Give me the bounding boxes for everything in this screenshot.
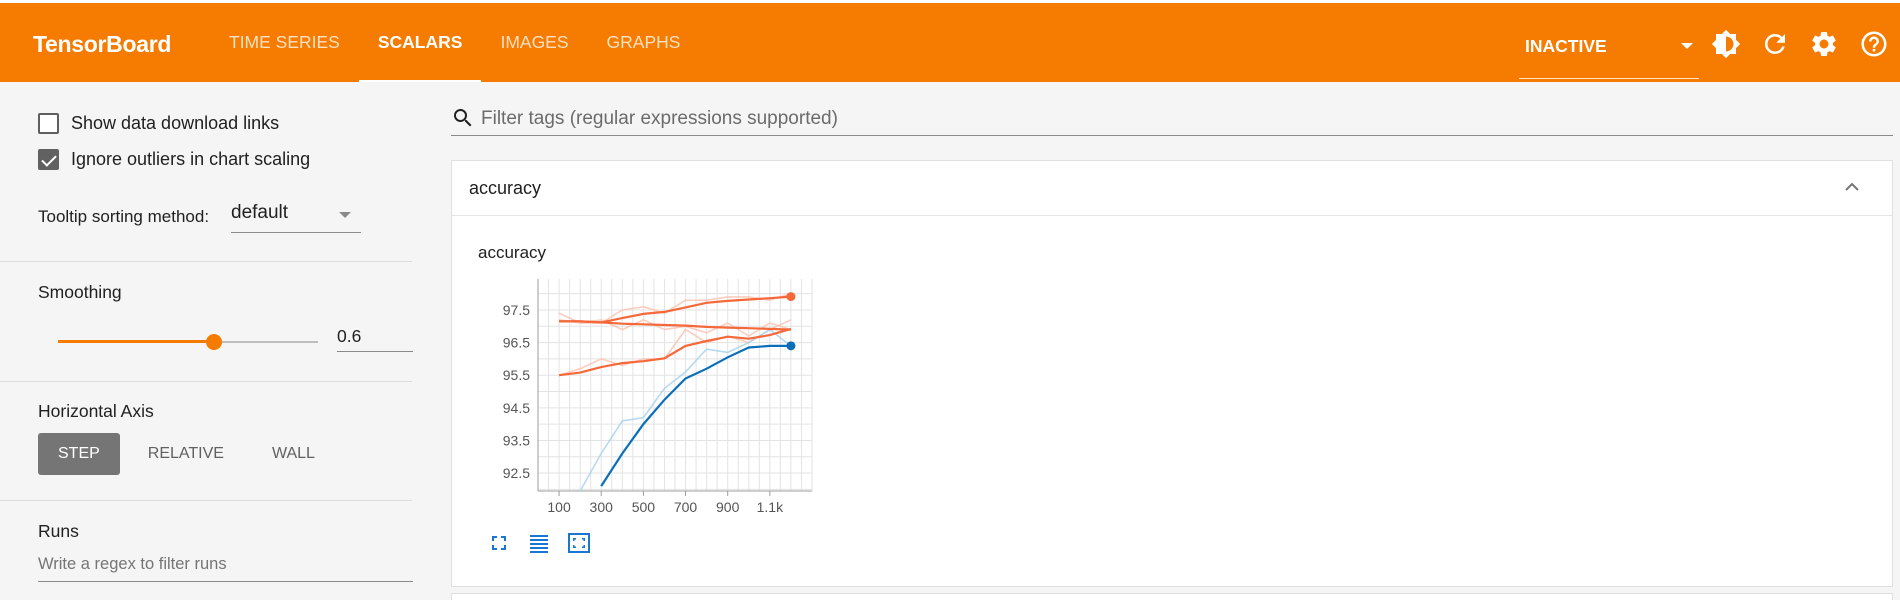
tag-filter-input[interactable]: Filter tags (regular expressions support… bbox=[451, 100, 1893, 136]
show-download-links-checkbox[interactable]: Show data download links bbox=[38, 113, 279, 134]
series-endpoint-marker[interactable] bbox=[786, 341, 796, 351]
x-tick-label: 100 bbox=[547, 499, 571, 515]
x-tick-label: 1.1k bbox=[757, 499, 784, 515]
y-tick-label: 97.5 bbox=[503, 302, 530, 318]
status-select-value: INACTIVE bbox=[1525, 36, 1607, 56]
toggle-log-scale-icon[interactable] bbox=[527, 531, 551, 555]
section-divider bbox=[0, 381, 412, 382]
tooltip-sorting-label: Tooltip sorting method: bbox=[38, 207, 210, 226]
settings-icon[interactable] bbox=[1809, 29, 1839, 59]
x-tick-label: 500 bbox=[632, 499, 656, 515]
top-app-bar: TensorBoard TIME SERIES SCALARS IMAGES G… bbox=[0, 0, 1900, 82]
series-smoothed-line[interactable] bbox=[600, 344, 791, 487]
show-download-links-label: Show data download links bbox=[71, 113, 280, 133]
ignore-outliers-label: Ignore outliers in chart scaling bbox=[71, 149, 311, 169]
tab-time-series[interactable]: TIME SERIES bbox=[229, 32, 340, 52]
x-tick-label: 900 bbox=[716, 499, 740, 515]
horizontal-axis-label: Horizontal Axis bbox=[38, 401, 154, 421]
theme-icon[interactable] bbox=[1711, 29, 1741, 59]
axis-relative-button[interactable]: RELATIVE bbox=[147, 445, 224, 462]
y-tick-label: 93.5 bbox=[503, 432, 530, 448]
y-tick-label: 96.5 bbox=[503, 335, 530, 351]
slider-fill bbox=[58, 340, 214, 343]
checkbox-box-checked[interactable] bbox=[38, 149, 59, 170]
tab-images[interactable]: IMAGES bbox=[500, 32, 569, 52]
next-tag-card bbox=[451, 593, 1893, 600]
x-tick-label: 700 bbox=[674, 499, 698, 515]
app-title: TensorBoard bbox=[33, 31, 172, 57]
smoothing-input[interactable]: 0.6 bbox=[337, 322, 413, 352]
fit-domain-icon[interactable] bbox=[567, 531, 591, 555]
slider-thumb[interactable] bbox=[206, 334, 222, 350]
x-tick-label: 300 bbox=[590, 499, 614, 515]
settings-sidebar: Show data download links Ignore outliers… bbox=[0, 82, 413, 600]
chevron-down-icon bbox=[1681, 43, 1693, 49]
series-raw-line bbox=[558, 312, 792, 338]
horizontal-axis-toggle: STEP RELATIVE WALL bbox=[38, 433, 343, 475]
chart-toolbar bbox=[487, 531, 607, 555]
fullscreen-icon[interactable] bbox=[487, 531, 511, 555]
tooltip-sorting-select[interactable]: default bbox=[231, 198, 361, 233]
accuracy-chart[interactable]: 100 300 500 700 900 1.1k 92.5 93.5 94.5 95.5 96.5 9… bbox=[472, 265, 892, 525]
chevron-up-icon[interactable] bbox=[1840, 175, 1864, 199]
y-tick-label: 95.5 bbox=[503, 367, 530, 383]
tag-card-header[interactable]: accuracy bbox=[452, 161, 1892, 216]
tab-scalars[interactable]: SCALARS bbox=[358, 3, 482, 82]
series-endpoint-marker[interactable] bbox=[786, 292, 796, 302]
series-smoothed-line[interactable] bbox=[558, 327, 792, 377]
refresh-icon[interactable] bbox=[1760, 29, 1790, 59]
section-divider bbox=[0, 261, 412, 262]
ignore-outliers-checkbox[interactable]: Ignore outliers in chart scaling bbox=[38, 149, 310, 170]
runs-label: Runs bbox=[38, 521, 79, 541]
tab-graphs[interactable]: GRAPHS bbox=[606, 32, 681, 52]
smoothing-label: Smoothing bbox=[38, 282, 122, 302]
runs-filter-input[interactable]: Write a regex to filter runs bbox=[38, 552, 413, 582]
smoothing-slider[interactable] bbox=[58, 332, 318, 352]
search-icon bbox=[454, 109, 472, 127]
help-icon[interactable] bbox=[1859, 29, 1889, 59]
checkbox-box[interactable] bbox=[38, 113, 59, 134]
y-tick-label: 94.5 bbox=[503, 400, 530, 416]
series-smoothed-line[interactable] bbox=[559, 320, 791, 331]
filter-placeholder: Filter tags (regular expressions support… bbox=[481, 108, 838, 129]
inactive-dashboards-select[interactable]: INACTIVE bbox=[1519, 27, 1699, 79]
section-divider bbox=[0, 500, 412, 501]
dashboard-tabs: TIME SERIES SCALARS IMAGES GRAPHS bbox=[210, 3, 699, 82]
tag-card-accuracy: accuracy accuracy 100 300 500 700 900 1.1k 92.… bbox=[451, 160, 1893, 587]
tag-card-title: accuracy bbox=[469, 178, 542, 198]
tooltip-sorting-value: default bbox=[231, 202, 289, 223]
axis-wall-button[interactable]: WALL bbox=[271, 445, 315, 462]
axis-step-button[interactable]: STEP bbox=[38, 433, 120, 475]
chevron-down-icon bbox=[339, 212, 351, 218]
chart-title: accuracy bbox=[478, 243, 547, 262]
y-tick-label: 92.5 bbox=[503, 465, 530, 481]
